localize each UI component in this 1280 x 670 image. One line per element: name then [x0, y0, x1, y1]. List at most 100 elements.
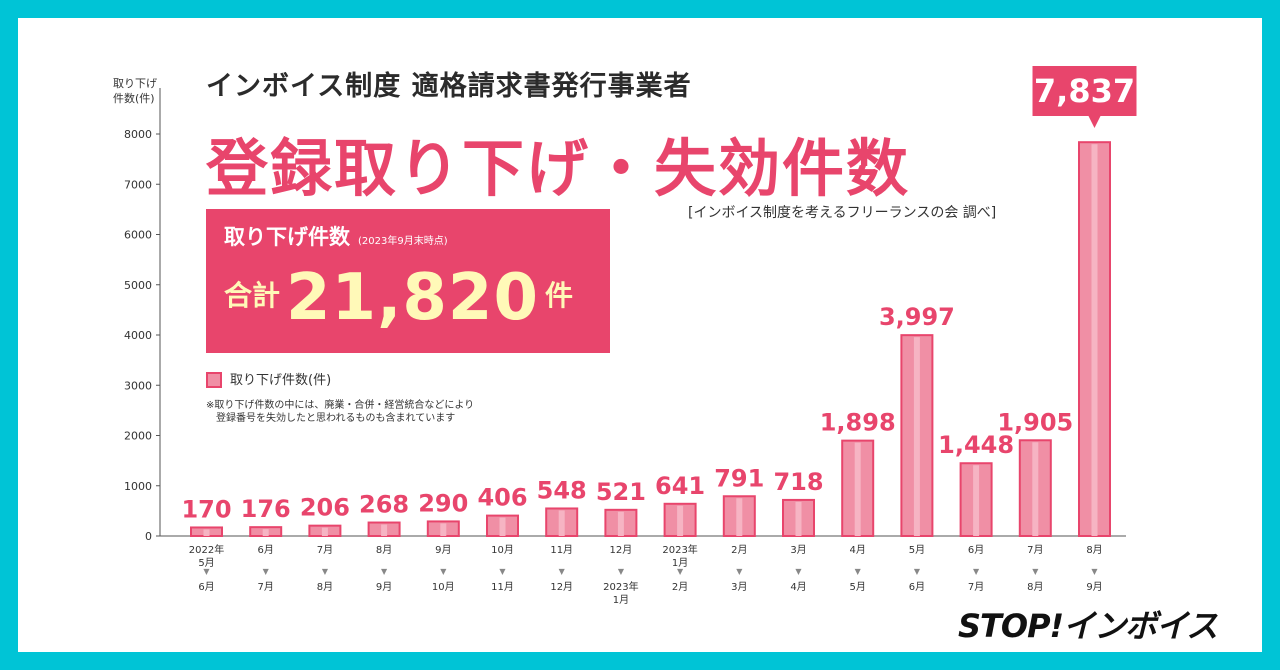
- y-axis-label-line: 件数(件): [113, 92, 155, 105]
- x-tick-label-to: 12月: [550, 581, 573, 593]
- data-label: 3,997: [879, 303, 955, 331]
- x-tick-label-to: 8月: [317, 581, 333, 593]
- x-tick-label-to: 9月: [1086, 581, 1102, 593]
- bar-highlight-stripe: [617, 511, 624, 536]
- bar-highlight-stripe: [499, 517, 506, 536]
- x-tick-label-from: 7月: [1027, 544, 1043, 556]
- x-tick-label-from: 11月: [550, 544, 573, 556]
- data-label: 406: [477, 484, 527, 512]
- x-tick-label-from: 12月: [610, 544, 633, 556]
- x-tick-arrow: ▼: [618, 567, 625, 576]
- x-tick-arrow: ▼: [973, 567, 980, 576]
- total-value-line: 合計21,820 件: [224, 261, 573, 335]
- x-tick-label-to: 4月: [790, 581, 806, 593]
- x-tick-arrow: ▼: [1091, 567, 1098, 576]
- data-label: 290: [418, 489, 468, 517]
- x-tick-label-from: 4月: [850, 544, 866, 556]
- legend-swatch: [206, 372, 222, 388]
- data-label: 1,448: [938, 431, 1014, 459]
- y-tick-label: 5000: [124, 279, 152, 292]
- legend: 取り下げ件数(件): [206, 369, 331, 388]
- x-tick-label-from: 9月: [435, 544, 451, 556]
- x-tick-arrow: ▼: [203, 567, 210, 576]
- x-tick-arrow: ▼: [440, 567, 447, 576]
- chart-subtitle: インボイス制度 適格請求書発行事業者: [206, 71, 692, 102]
- brand-logo: STOP!インボイス: [958, 607, 1218, 645]
- x-tick-label-from: 1月: [672, 557, 688, 569]
- x-tick-arrow: ▼: [855, 567, 862, 576]
- chart-title: 登録取り下げ・失効件数: [206, 132, 911, 205]
- data-label: 176: [241, 495, 291, 523]
- chart-card: 0 1000 2000 3000 4000 5000 6000 7000 8000 170 2022…: [18, 18, 1262, 652]
- y-tick-label: 2000: [124, 430, 152, 443]
- bar-highlight-stripe: [913, 337, 920, 536]
- x-tick-label-to: 11月: [491, 581, 514, 593]
- y-axis-label: 取り下げ件数(件): [113, 76, 183, 106]
- y-tick-label: 8000: [124, 128, 152, 141]
- x-tick-label-to: 10月: [432, 581, 455, 593]
- bar-highlight-stripe: [736, 498, 743, 536]
- x-tick-label-from: 3月: [790, 544, 806, 556]
- data-label: 521: [596, 478, 646, 506]
- bar-highlight-stripe: [795, 501, 802, 536]
- highlight-callout-box: [1032, 66, 1137, 116]
- x-tick-arrow: ▼: [499, 567, 506, 576]
- highlight-callout-pointer: [1088, 116, 1101, 128]
- bar-highlight-stripe: [677, 505, 684, 536]
- bar-highlight-stripe: [558, 510, 565, 536]
- total-label: 取り下げ件数: [224, 225, 350, 249]
- x-tick-arrow: ▼: [914, 567, 921, 576]
- x-tick-label-from: 8月: [1086, 544, 1102, 556]
- x-tick-label-to: 6月: [909, 581, 925, 593]
- x-tick-arrow: ▼: [322, 567, 329, 576]
- x-tick-label-from: 8月: [376, 544, 392, 556]
- x-tick-label-to: 9月: [376, 581, 392, 593]
- y-tick-label: 1000: [124, 480, 152, 493]
- total-as-of: (2023年9月末時点): [358, 236, 448, 247]
- x-tick-arrow: ▼: [1032, 567, 1039, 576]
- x-tick-label-from: 6月: [968, 544, 984, 556]
- total-unit: 件: [544, 279, 573, 312]
- bar-highlight-stripe: [1032, 442, 1039, 536]
- y-axis-label-line: 取り下げ: [113, 77, 157, 90]
- bar-highlight-stripe: [440, 523, 447, 536]
- x-tick-label-to: 7月: [258, 581, 274, 593]
- data-label: 268: [359, 491, 409, 519]
- data-label: 791: [714, 464, 764, 492]
- x-tick-label-from: 2023年: [662, 543, 697, 556]
- bar-highlight-stripe: [321, 527, 328, 536]
- bar-chart: 0 1000 2000 3000 4000 5000 6000 7000 8000 170 2022…: [124, 66, 1137, 606]
- x-tick-label-from: 7月: [317, 544, 333, 556]
- x-tick-arrow: ▼: [736, 567, 743, 576]
- x-tick-label-to: 8月: [1027, 581, 1043, 593]
- total-label-line: 取り下げ件数 (2023年9月末時点): [224, 221, 448, 251]
- x-tick-label-from: 5月: [909, 544, 925, 556]
- x-tick-label-to: 3月: [731, 581, 747, 593]
- total-box: 取り下げ件数 (2023年9月末時点) 合計21,820 件: [206, 209, 610, 353]
- footnote-line-1: ※取り下げ件数の中には、廃業・合併・経営統合などにより: [206, 400, 475, 411]
- x-tick-arrow: ▼: [677, 567, 684, 576]
- x-tick-label-from: 6月: [258, 544, 274, 556]
- bar-highlight-stripe: [973, 465, 980, 536]
- data-label: 7,837: [1034, 72, 1135, 110]
- footnote: ※取り下げ件数の中には、廃業・合併・経営統合などにより 登録番号を失効したと思わ…: [206, 399, 506, 425]
- x-tick-label-from: 10月: [491, 544, 514, 556]
- bar-highlight-stripe: [854, 442, 861, 536]
- legend-label: 取り下げ件数(件): [230, 373, 332, 388]
- x-tick-arrow: ▼: [559, 567, 566, 576]
- bar-highlight-stripe: [203, 529, 210, 536]
- x-tick-label-from: 2月: [731, 544, 747, 556]
- x-tick-label-to: 1月: [613, 594, 629, 606]
- x-tick-label-to: 6月: [198, 581, 214, 593]
- data-label: 206: [300, 494, 350, 522]
- x-tick-label-to: 5月: [850, 581, 866, 593]
- x-tick-arrow: ▼: [795, 567, 802, 576]
- data-label: 1,898: [820, 409, 896, 437]
- x-tick-label-from: 5月: [198, 557, 214, 569]
- bar-highlight-stripe: [381, 524, 388, 536]
- data-label: 641: [655, 472, 705, 500]
- total-prefix: 合計: [224, 279, 281, 312]
- y-tick-label: 0: [145, 530, 152, 543]
- x-tick-arrow: ▼: [263, 567, 270, 576]
- bar-highlight-stripe: [1091, 144, 1098, 537]
